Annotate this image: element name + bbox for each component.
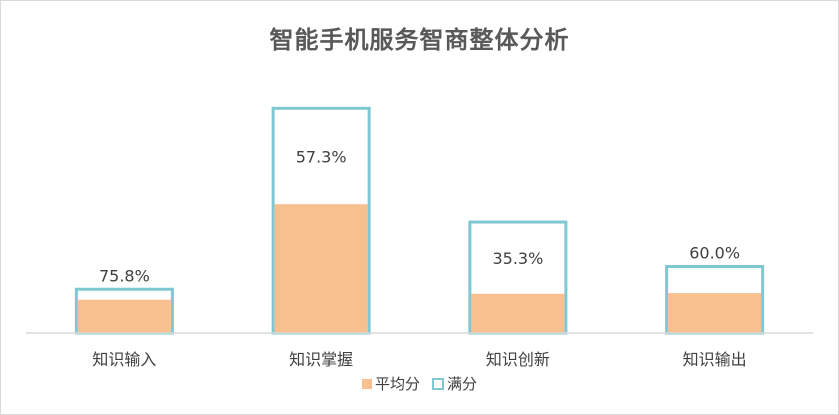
x-tick-label-3: 知识输出 [683, 350, 747, 369]
labels-layer: 75.8% 知识输入 57.3% 知识掌握 35.3% 知识创新 60.0% 知识输出 [92, 147, 746, 369]
data-label-2: 35.3% [492, 249, 543, 268]
bar-average-3 [668, 293, 762, 333]
data-label-1: 57.3% [296, 147, 347, 166]
x-tick-label-1: 知识掌握 [289, 350, 353, 369]
x-tick-label-2: 知识创新 [486, 350, 550, 369]
bar-average-2 [471, 293, 565, 333]
chart-title: 智能手机服务智商整体分析 [269, 26, 570, 54]
bar-average-1 [274, 204, 368, 333]
data-label-3: 60.0% [689, 244, 740, 263]
legend-item-full: 满分 [432, 373, 477, 394]
data-label-0: 75.8% [99, 266, 150, 285]
legend: 平均分 满分 [0, 373, 839, 394]
bar-average-0 [77, 299, 171, 333]
legend-swatch-full [432, 377, 444, 390]
legend-item-average: 平均分 [361, 373, 420, 394]
x-tick-label-0: 知识输入 [92, 350, 156, 369]
legend-label-average: 平均分 [374, 375, 420, 393]
bars-layer [74, 106, 765, 335]
legend-label-full: 满分 [447, 375, 478, 393]
legend-swatch-average [361, 378, 372, 389]
